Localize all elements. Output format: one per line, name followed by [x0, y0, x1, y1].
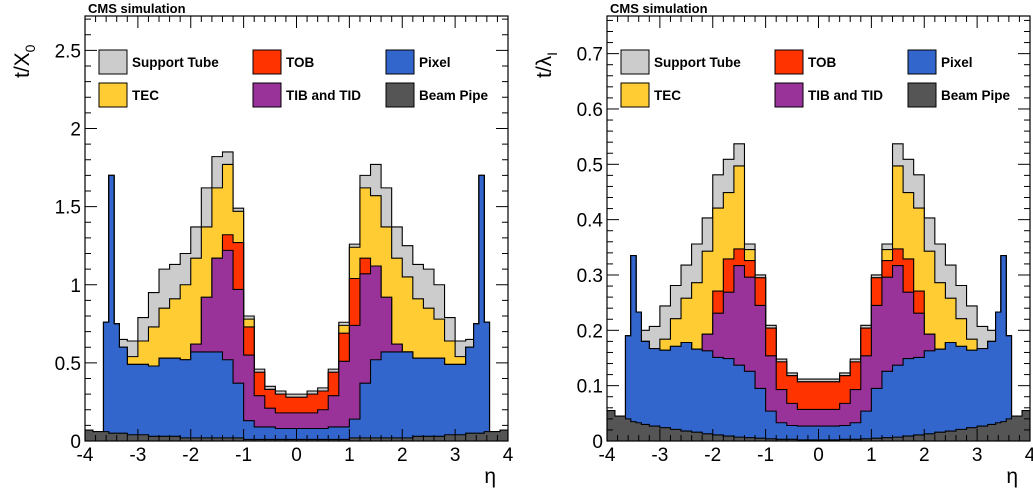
legend-label: TOB	[286, 55, 315, 70]
y-axis-title-base: t/X	[11, 52, 34, 78]
y-tick-label: 2.5	[55, 41, 81, 62]
legend-label: TIB and TID	[286, 88, 361, 103]
y-axis-title: t/X0	[11, 44, 38, 78]
stack-areas	[607, 143, 1030, 441]
x-tick-label: 3	[972, 445, 983, 466]
series-area-pixel	[607, 255, 1030, 441]
legend-swatch	[385, 82, 415, 108]
x-tick-label: 0	[291, 445, 302, 466]
y-tick-label: 0.2	[577, 321, 603, 342]
legend-label: TEC	[132, 88, 159, 103]
x-tick-label: 4	[1025, 445, 1033, 466]
y-axis-title-sub: 0	[22, 44, 38, 52]
legend-swatch	[774, 82, 804, 108]
stack-areas	[85, 151, 508, 441]
legend-swatch	[98, 49, 128, 75]
y-tick-label: 0.3	[577, 266, 603, 287]
y-tick-label: 0.7	[577, 45, 603, 66]
legend-item-pixel: Pixel	[385, 49, 451, 75]
y-tick-label: 0.1	[577, 377, 603, 398]
series-area-pixel	[85, 174, 508, 441]
legend-item-tob: TOB	[774, 49, 837, 75]
legend-item-tec: TEC	[98, 82, 159, 108]
legend-item-pixel: Pixel	[907, 49, 973, 75]
x-tick-label: -3	[129, 445, 146, 466]
y-tick-label: 1	[70, 276, 81, 297]
legend-item-tec: TEC	[620, 82, 681, 108]
x-tick-label: 4	[503, 445, 514, 466]
legend-label: Beam Pipe	[419, 88, 489, 103]
legend-swatch	[252, 49, 282, 75]
legend-swatch	[907, 82, 937, 108]
legend-swatch	[620, 82, 650, 108]
y-axis-title-base: t/λ	[533, 55, 556, 78]
panel-interaction-length: CMS simulation -4 -3 -2 -1 0 1 2 3 4 0 0.1 0.2 0.3 0.4…	[533, 1, 1033, 488]
x-tick-label: 0	[813, 445, 824, 466]
legend-label: TIB and TID	[808, 88, 883, 103]
legend-swatch	[774, 49, 804, 75]
legend-label: Support Tube	[654, 55, 741, 70]
legend-item-support-tube: Support Tube	[98, 49, 219, 75]
y-axis-title-sub: I	[544, 52, 560, 56]
y-axis-title: t/λI	[533, 52, 560, 78]
legend-swatch	[907, 49, 937, 75]
y-tick-label: 1.5	[55, 198, 81, 219]
legend-swatch	[620, 49, 650, 75]
x-tick-label: -1	[757, 445, 774, 466]
legend-item-beam-pipe: Beam Pipe	[385, 82, 489, 108]
legend-swatch	[385, 49, 415, 75]
y-tick-label: 0.5	[577, 155, 603, 176]
legend-label: TEC	[654, 88, 681, 103]
y-tick-label: 0	[592, 432, 603, 453]
x-tick-label: 2	[397, 445, 408, 466]
y-tick-label: 0.4	[577, 211, 604, 232]
y-tick-label: 0.5	[55, 354, 81, 375]
x-axis-title: η	[484, 465, 496, 488]
x-tick-label: 1	[344, 445, 355, 466]
legend-label: Beam Pipe	[941, 88, 1011, 103]
y-tick-label: 0	[70, 432, 81, 453]
legend-item-tib-and-tid: TIB and TID	[252, 82, 361, 108]
legend-label: TOB	[808, 55, 837, 70]
legend-label: Pixel	[419, 55, 451, 70]
y-tick-label: 0.6	[577, 100, 603, 121]
x-tick-label: -1	[235, 445, 252, 466]
x-tick-label: -4	[77, 445, 94, 466]
x-axis-title: η	[1006, 465, 1018, 488]
x-tick-label: -4	[599, 445, 616, 466]
x-tick-label: 1	[866, 445, 877, 466]
legend-swatch	[98, 82, 128, 108]
x-tick-label: -3	[651, 445, 668, 466]
legend-label: Support Tube	[132, 55, 219, 70]
panel-radiation-length: CMS simulation -4 -3 -2 -1 0 1 2 3 4 0 0.5 1 1.5 2 2.5 η…	[11, 1, 514, 488]
legend-item-tib-and-tid: TIB and TID	[774, 82, 883, 108]
legend-item-beam-pipe: Beam Pipe	[907, 82, 1011, 108]
legend-label: Pixel	[941, 55, 973, 70]
legend-swatch	[252, 82, 282, 108]
legend-item-support-tube: Support Tube	[620, 49, 741, 75]
legend-item-tob: TOB	[252, 49, 315, 75]
x-tick-label: 2	[919, 445, 930, 466]
header-text: CMS simulation	[610, 1, 708, 16]
x-tick-label: 3	[450, 445, 461, 466]
y-tick-label: 2	[70, 120, 81, 141]
x-tick-label: -2	[182, 445, 199, 466]
header-text: CMS simulation	[88, 1, 186, 16]
x-tick-label: -2	[704, 445, 721, 466]
